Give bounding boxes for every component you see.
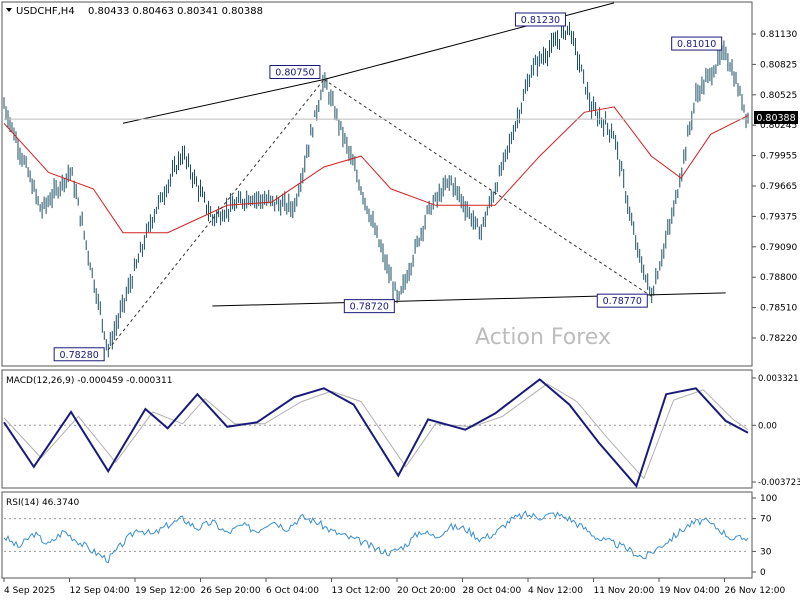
macd-title: MACD(12,26,9) -0.000459 -0.000311 bbox=[6, 376, 172, 386]
trendline bbox=[122, 79, 325, 124]
time-tick-label: 4 Nov 12:00 bbox=[528, 586, 583, 596]
time-tick-label: 19 Nov 04:00 bbox=[659, 586, 720, 596]
current-price-marker bbox=[754, 111, 798, 124]
price-axis: 0.81130 0.80825 0.80525 0.80245 0.79955 0.796… bbox=[752, 30, 797, 344]
rsi-axis: 100 70 30 0 bbox=[752, 494, 777, 578]
price-tick-label: 0.78220 bbox=[760, 334, 797, 344]
rsi-tick-label: 30 bbox=[760, 547, 772, 557]
rsi-panel bbox=[1, 491, 753, 579]
rsi-line bbox=[3, 510, 749, 564]
moving-average bbox=[3, 106, 749, 234]
swing-label: 0.80750 bbox=[275, 68, 314, 79]
swing-label-box bbox=[671, 36, 723, 51]
price-tick-label: 0.80245 bbox=[760, 121, 797, 131]
time-tick-label: 12 Sep 04:00 bbox=[70, 586, 130, 596]
time-tick-label: 19 Sep 12:00 bbox=[135, 586, 195, 596]
price-tick-label: 0.79955 bbox=[760, 152, 797, 162]
watermark: Action Forex bbox=[475, 325, 611, 350]
dashed-trendline bbox=[107, 79, 325, 351]
swing-label-box bbox=[269, 65, 321, 80]
macd-tick-label: 0.00 bbox=[758, 421, 777, 431]
chart-ohlc: 0.80433 0.80463 0.80341 0.80388 bbox=[88, 6, 263, 17]
macd-signal-line bbox=[3, 383, 749, 480]
price-tick-label: 0.78510 bbox=[760, 304, 797, 314]
swing-label: 0.81010 bbox=[677, 39, 716, 50]
time-tick-label: 28 Oct 04:00 bbox=[463, 586, 522, 596]
macd-tick-label: 0.003321 bbox=[758, 374, 799, 384]
macd-axis: 0.003321 0.00 -0.003723 bbox=[752, 374, 800, 488]
time-tick-label: 13 Oct 12:00 bbox=[332, 586, 391, 596]
rsi-title: RSI(14) 46.3740 bbox=[6, 498, 79, 508]
price-tick-label: 0.78800 bbox=[760, 273, 797, 283]
swing-label-box bbox=[514, 12, 566, 27]
moving-average-line bbox=[3, 106, 749, 234]
time-tick-label: 26 Nov 12:00 bbox=[725, 586, 786, 596]
time-tick-label: 4 Sep 2025 bbox=[4, 586, 55, 596]
current-price-label: 0.80388 bbox=[756, 113, 795, 124]
price-tick-label: 0.80825 bbox=[760, 60, 797, 70]
time-tick-label: 6 Oct 04:00 bbox=[266, 586, 319, 596]
macd-panel bbox=[1, 369, 753, 489]
price-tick-label: 0.79665 bbox=[760, 182, 797, 192]
rsi-tick-label: 70 bbox=[760, 515, 772, 525]
rsi-tick-label: 100 bbox=[760, 494, 777, 504]
macd-tick-label: -0.003723 bbox=[758, 478, 800, 488]
swing-label: 0.78280 bbox=[60, 350, 99, 361]
collapse-triangle-icon[interactable] bbox=[6, 8, 12, 12]
swing-label-box bbox=[596, 293, 648, 308]
rsi-tick-label: 0 bbox=[760, 568, 766, 578]
price-tick-label: 0.79375 bbox=[760, 212, 797, 222]
price-tick-label: 0.81130 bbox=[760, 30, 797, 40]
macd-main-line bbox=[3, 378, 749, 488]
time-tick-label: 11 Nov 20:00 bbox=[594, 586, 655, 596]
rsi-main-line bbox=[3, 510, 749, 564]
swing-label: 0.78720 bbox=[350, 302, 389, 313]
price-bars bbox=[3, 21, 749, 358]
swing-label: 0.78770 bbox=[603, 296, 642, 307]
price-tick-label: 0.80525 bbox=[760, 91, 797, 101]
time-tick-label: 20 Oct 20:00 bbox=[397, 586, 456, 596]
swing-label-box bbox=[53, 347, 105, 362]
time-axis: 4 Sep 2025 12 Sep 04:00 19 Sep 12:00 26 Sep… bbox=[3, 578, 786, 596]
macd-lines bbox=[3, 378, 749, 488]
swing-label: 0.81230 bbox=[521, 15, 560, 26]
swing-labels: 0.78280 0.80750 0.78720 0.81230 0.78770 0.810… bbox=[53, 12, 723, 362]
chart-symbol: USDCHF,H4 bbox=[16, 6, 75, 17]
swing-label-box bbox=[343, 299, 395, 314]
price-tick-label: 0.79090 bbox=[760, 243, 797, 253]
time-tick-label: 26 Sep 20:00 bbox=[201, 586, 261, 596]
